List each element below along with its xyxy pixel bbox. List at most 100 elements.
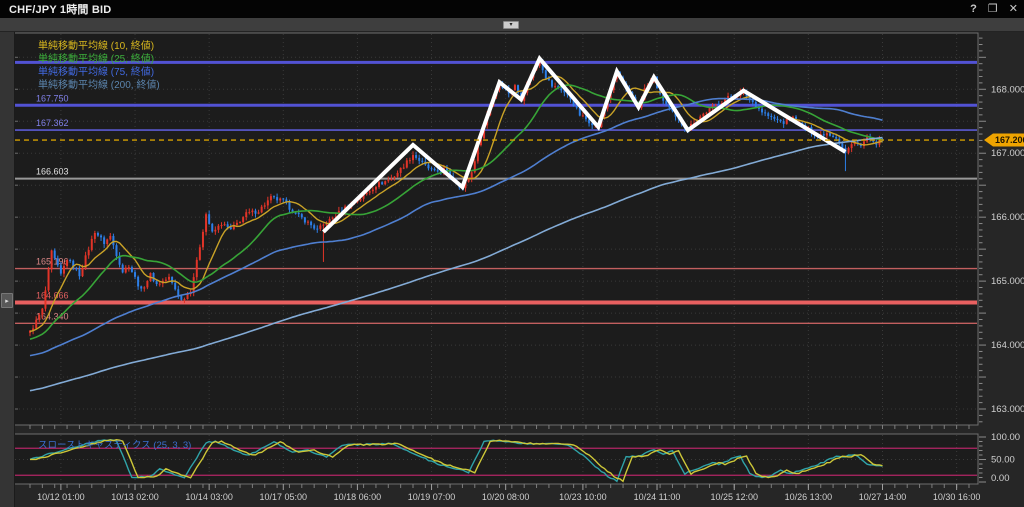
maximize-button[interactable]: ❐	[987, 3, 998, 15]
candle-body	[115, 245, 118, 256]
candle-body	[436, 170, 439, 172]
candle-body	[776, 118, 779, 120]
candle-body	[430, 168, 433, 170]
candle-body	[134, 272, 137, 277]
candle-body	[72, 260, 75, 269]
candle-body	[730, 96, 733, 98]
candle-body	[81, 267, 84, 277]
candle-body	[316, 228, 319, 230]
candle-body	[177, 289, 180, 296]
x-axis-label: 10/24 11:00	[634, 492, 681, 502]
candle-body	[378, 182, 381, 187]
candle-body	[560, 88, 563, 91]
candle-body	[195, 259, 198, 278]
ma-line-200	[29, 136, 883, 392]
candle-body	[282, 198, 285, 200]
candle-body	[96, 232, 99, 236]
candle-body	[279, 198, 282, 201]
hline-label: 164.666	[36, 290, 69, 300]
candle-body	[544, 70, 547, 79]
candle-body	[155, 281, 158, 285]
candle-body	[56, 258, 59, 266]
stoch-k-line	[29, 438, 883, 483]
candle-body	[551, 80, 554, 87]
candle-body	[659, 87, 662, 94]
candle-body	[291, 209, 294, 213]
candle-body	[853, 142, 856, 145]
candle-body	[822, 134, 825, 136]
x-axis-label: 10/17 05:00	[260, 492, 308, 502]
candle-body	[748, 96, 751, 100]
candle-body	[727, 96, 730, 99]
price-axis-label: 166.000	[991, 212, 1024, 223]
price-axis-label: 168.000	[991, 84, 1024, 95]
hline-label: 167.750	[36, 93, 69, 103]
candle-body	[575, 106, 578, 108]
candle-body	[371, 189, 374, 192]
candle-body	[254, 210, 257, 214]
x-axis-label: 10/25 12:00	[710, 492, 758, 502]
candle-body	[300, 214, 303, 218]
stoch-d-line	[30, 438, 883, 483]
candle-body	[263, 205, 266, 207]
candle-body	[29, 330, 31, 333]
candle-body	[841, 143, 844, 148]
candle-body	[464, 181, 467, 189]
title-bar: CHF/JPY 1時間 BID ? ❐ ✕	[0, 0, 1024, 18]
x-axis-label: 10/26 13:00	[785, 492, 833, 502]
current-price-badge: 167.206	[984, 133, 1024, 147]
candle-body	[588, 119, 591, 124]
candle-body	[362, 194, 365, 199]
candle-body	[473, 161, 476, 173]
candle-body	[773, 116, 776, 119]
ma25-legend-label: 単純移動平均線 (25, 終値)	[38, 54, 155, 65]
candle-body	[325, 224, 328, 226]
help-button[interactable]: ?	[970, 3, 977, 15]
candle-body	[41, 308, 44, 315]
candle-body	[449, 170, 452, 177]
price-axis-label: 163.000	[991, 404, 1024, 415]
stoch-axis-label: 0.00	[991, 473, 1010, 484]
candle-body	[319, 225, 322, 229]
x-axis-label: 10/18 06:00	[334, 492, 382, 502]
candle-body	[408, 160, 411, 162]
candle-body	[770, 115, 773, 117]
ma-line-75	[29, 97, 883, 357]
close-button[interactable]: ✕	[1008, 3, 1018, 15]
candle-body	[433, 168, 436, 171]
candle-body	[167, 276, 170, 280]
candle-body	[288, 202, 291, 210]
candle-body	[374, 186, 377, 190]
candle-body	[563, 90, 566, 93]
candle-body	[130, 267, 133, 273]
candle-body	[396, 172, 399, 177]
candle-body	[306, 221, 309, 223]
candle-body	[192, 277, 195, 293]
candle-body	[767, 113, 770, 116]
candle-body	[245, 212, 248, 218]
candle-body	[118, 255, 121, 265]
candle-body	[415, 155, 418, 158]
candle-body	[260, 206, 263, 213]
candle-body	[164, 279, 167, 281]
candle-body	[174, 282, 177, 290]
candle-body	[146, 280, 149, 288]
candle-body	[121, 264, 124, 273]
sidebar-toggle-button[interactable]: ▸	[1, 293, 13, 308]
toolbar: ▾	[0, 18, 1024, 32]
panel-collapse-button[interactable]: ▾	[503, 21, 519, 29]
candle-body	[273, 196, 276, 198]
x-axis-label: 10/23 10:00	[559, 492, 607, 502]
candle-body	[384, 181, 387, 185]
candle-body	[445, 167, 448, 171]
candle-body	[313, 225, 316, 229]
candle-body	[328, 218, 331, 225]
candle-body	[785, 119, 788, 124]
candle-body	[235, 222, 238, 225]
candle-body	[32, 328, 35, 331]
candle-body	[152, 272, 155, 282]
candle-body	[50, 250, 53, 270]
candle-body	[251, 210, 254, 213]
candle-body	[782, 121, 785, 124]
